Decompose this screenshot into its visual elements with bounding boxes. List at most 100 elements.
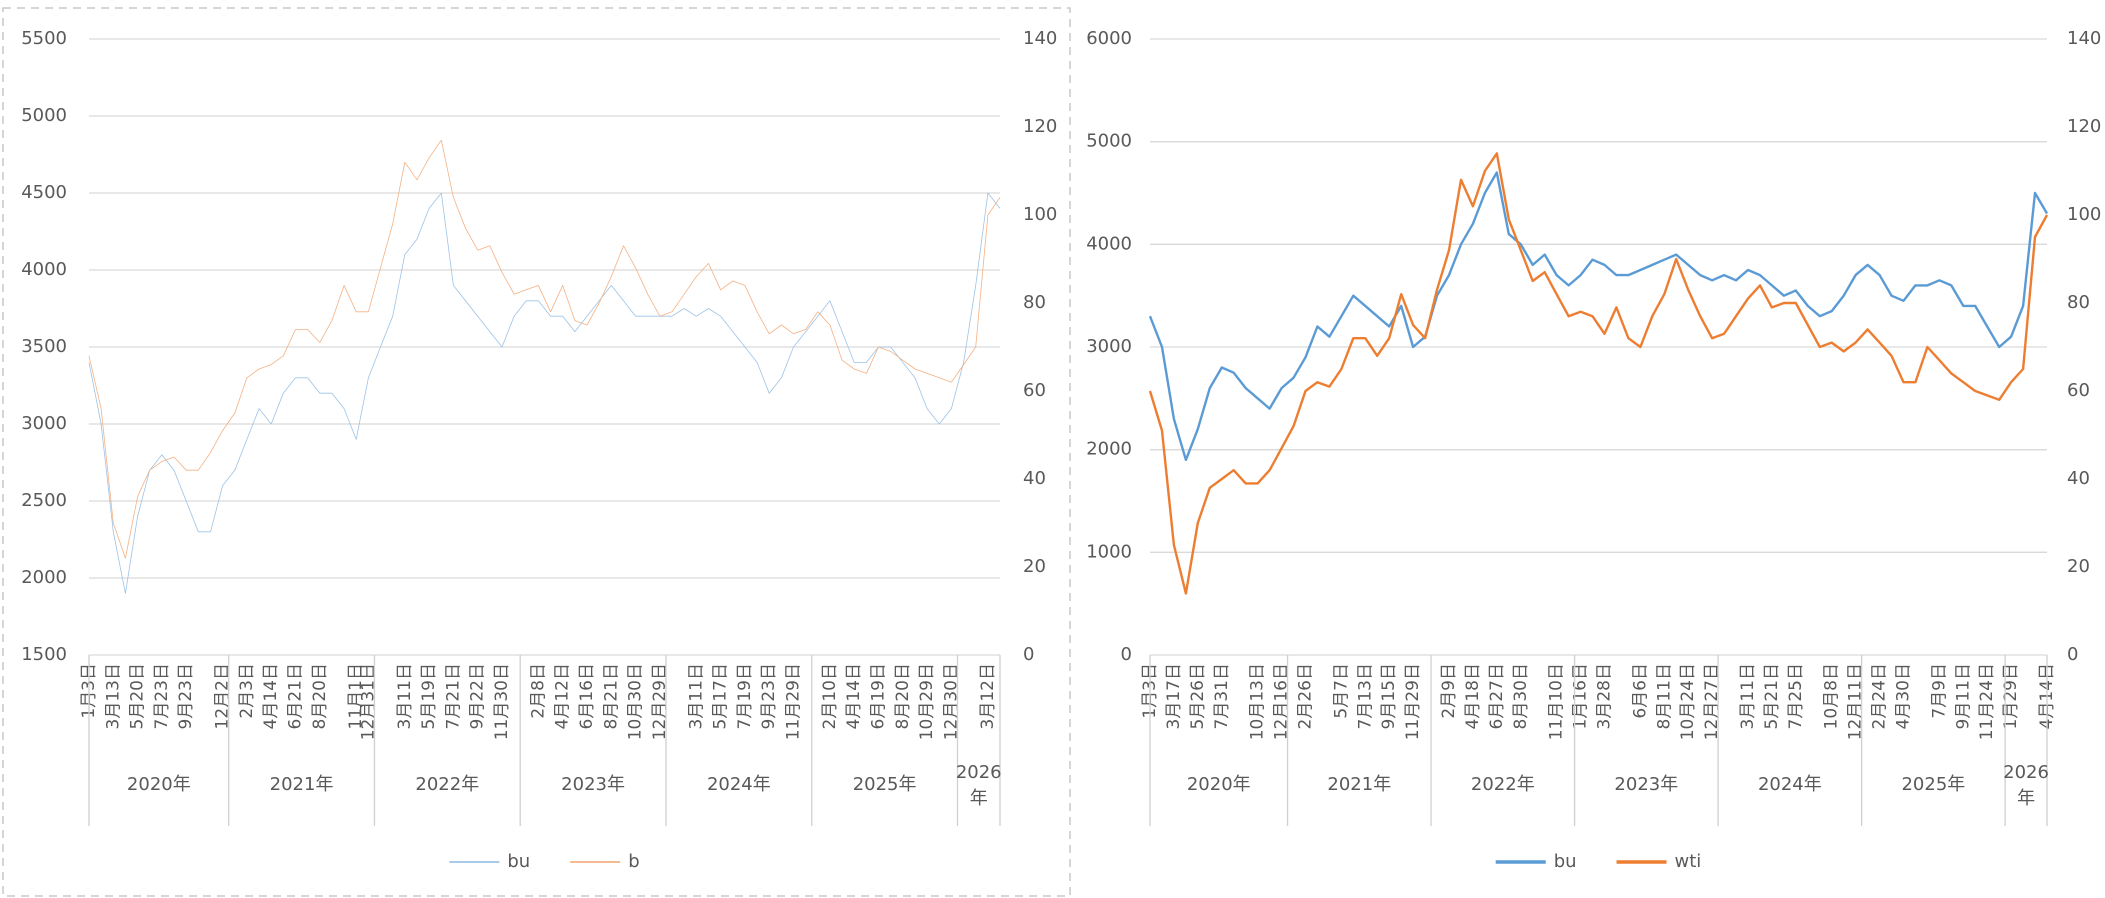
x-tick-label: 6月27日 [1487,663,1507,729]
x-tick-label: 12月30日 [941,663,961,740]
x-tick-label: 2月9日 [1439,663,1459,719]
x-group-label: 2025年 [853,774,917,795]
x-tick-label: 11月29日 [784,663,804,740]
x-group-label: 2023年 [561,774,625,795]
x-tick-label: 3月12日 [978,663,998,729]
x-tick-label: 12月29日 [650,663,670,740]
y-tick-label: 3000 [21,413,67,434]
x-tick-label: 2月8日 [528,663,548,719]
x-group-label: 2024年 [707,774,771,795]
y-tick-label: 5000 [1086,131,1132,152]
x-tick-label: 3月11日 [1738,663,1758,729]
x-tick-label: 10月13日 [1248,663,1268,740]
x-tick-label: 10月30日 [626,663,646,740]
y2-tick-label: 80 [1023,292,1046,313]
y2-tick-label: 100 [2067,204,2101,225]
legend-label: bu [1554,851,1577,872]
x-tick-label: 4月14日 [261,663,281,729]
x-tick-label: 3月17日 [1164,663,1184,729]
y-tick-label: 1000 [1086,541,1132,562]
y2-tick-label: 140 [1023,28,1057,49]
x-tick-label: 12月31日 [358,663,378,740]
y-tick-label: 2000 [21,567,67,588]
y-tick-label: 1500 [21,644,67,665]
y2-tick-label: 40 [2067,468,2090,489]
x-tick-label: 5月26日 [1188,663,1208,729]
x-tick-label: 7月13日 [1355,663,1375,729]
data-line [1148,171,2049,462]
data-line [1148,152,2049,595]
y-tick-label: 3500 [21,336,67,357]
x-tick-label: 6月6日 [1630,663,1650,719]
x-tick-label: 9月22日 [468,663,488,729]
x-group-label: 2026 年 [956,762,1002,809]
x-tick-label: 7月9日 [1929,663,1949,719]
x-tick-label: 3月11日 [395,663,415,729]
y2-tick-label: 0 [1023,644,1034,665]
y2-tick-label: 120 [2067,116,2101,137]
x-tick-label: 2月10日 [820,663,840,729]
x-tick-label: 9月11日 [1953,663,1973,729]
x-tick-label: 12月16日 [1272,663,1292,740]
x-group-label: 2026 年 [2003,762,2049,809]
y2-tick-label: 40 [1023,468,1046,489]
x-tick-label: 11月30日 [492,663,512,740]
x-tick-label: 12月2日 [213,663,233,729]
legend: bu wti [1495,851,1702,872]
x-group-label: 2025年 [1901,774,1965,795]
x-group-label: 2022年 [415,774,479,795]
x-group-label: 2024年 [1758,774,1822,795]
x-tick-label: 3月13日 [103,663,123,729]
y2-tick-label: 20 [1023,556,1046,577]
y2-tick-label: 100 [1023,204,1057,225]
x-tick-label: 7月21日 [443,663,463,729]
x-group-label: 2020年 [1187,774,1251,795]
x-tick-label: 7月25日 [1786,663,1806,729]
x-tick-label: 5月19日 [419,663,439,729]
x-tick-label: 11月10日 [1547,663,1567,740]
y-tick-label: 2500 [21,490,67,511]
x-tick-label: 6月21日 [285,663,305,729]
x-tick-label: 8月20日 [893,663,913,729]
legend: bu b [449,851,640,872]
y-tick-label: 4000 [21,259,67,280]
y-tick-label: 6000 [1086,28,1132,49]
y-tick-label: 0 [1121,644,1132,665]
x-tick-label: 5月21日 [1762,663,1782,729]
x-tick-label: 6月16日 [577,663,597,729]
x-tick-label: 7月19日 [735,663,755,729]
legend-label: wti [1675,851,1702,872]
x-group-label: 2021年 [1327,774,1391,795]
x-tick-label: 8月20日 [310,663,330,729]
chart-frame [2,7,1071,897]
y-tick-label: 3000 [1086,336,1132,357]
x-tick-label: 8月21日 [601,663,621,729]
x-tick-label: 3月11日 [686,663,706,729]
x-tick-label: 4月12日 [553,663,573,729]
x-group-label: 2022年 [1471,774,1535,795]
y-tick-label: 4500 [21,182,67,203]
legend-label: b [628,851,639,872]
x-group-label: 2023年 [1614,774,1678,795]
x-tick-label: 3月28日 [1594,663,1614,729]
x-tick-label: 2月3日 [237,663,257,719]
y-tick-label: 5000 [21,105,67,126]
x-tick-label: 5月17日 [711,663,731,729]
x-tick-label: 10月29日 [917,663,937,740]
x-tick-label: 5月20日 [128,663,148,729]
x-tick-label: 4月14日 [844,663,864,729]
x-tick-label: 10月8日 [1822,663,1842,729]
data-line [88,139,1001,559]
x-tick-label: 4月30日 [1893,663,1913,729]
y-tick-label: 5500 [21,28,67,49]
x-tick-label: 9月23日 [176,663,196,729]
y2-tick-label: 120 [1023,116,1057,137]
x-group-label: 2021年 [270,774,334,795]
data-line [88,192,1001,594]
legend-label: bu [507,851,530,872]
x-tick-label: 8月11日 [1654,663,1674,729]
x-tick-label: 9月15日 [1379,663,1399,729]
y2-tick-label: 60 [2067,380,2090,401]
